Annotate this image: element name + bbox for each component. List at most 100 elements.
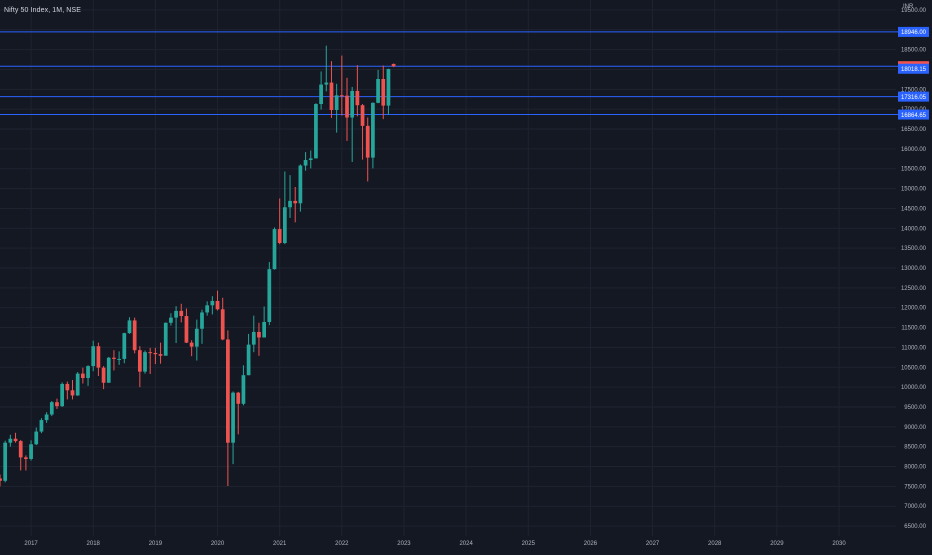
candle <box>8 434 13 447</box>
x-tick-label: 2027 <box>646 541 660 547</box>
candle-body <box>174 310 178 318</box>
candle-body <box>267 269 272 322</box>
candle-body <box>117 358 121 360</box>
grid <box>0 0 896 536</box>
candle <box>334 83 339 133</box>
candle <box>49 401 54 417</box>
candle <box>75 372 80 396</box>
candle <box>386 68 391 115</box>
candle-body <box>132 320 137 351</box>
candle-body <box>282 207 287 243</box>
y-tick-label: 6500.00 <box>904 524 926 530</box>
candle-body <box>371 102 375 158</box>
x-tick-label: 2021 <box>273 541 287 547</box>
candle-body <box>324 82 329 85</box>
level-price-label-bg <box>898 63 929 74</box>
x-tick-label: 2028 <box>708 541 722 547</box>
candle <box>293 187 298 223</box>
candle <box>220 297 225 341</box>
candle-body <box>101 367 106 383</box>
y-tick-label: 8500.00 <box>904 445 926 451</box>
y-tick-label: 16000.00 <box>901 147 927 153</box>
candle-body <box>49 402 54 415</box>
candle-body <box>70 390 75 396</box>
candle-body <box>55 402 59 407</box>
y-tick-label: 12000.00 <box>901 306 927 312</box>
candle-body <box>18 441 23 458</box>
candle-body <box>8 438 13 443</box>
candle-body <box>0 478 2 481</box>
candle-body <box>319 84 323 105</box>
x-tick-label: 2026 <box>584 541 598 547</box>
y-tick-label: 14500.00 <box>901 206 927 212</box>
candle <box>272 227 277 270</box>
candle-body <box>137 350 142 372</box>
x-tick-label: 2018 <box>87 541 101 547</box>
candle-body <box>86 366 90 378</box>
candle-body <box>143 352 147 372</box>
candle-body <box>231 392 235 443</box>
time-axis[interactable]: 2017 2018 2019 2020 2021 2022 2023 2024 2025 2026… <box>24 541 846 547</box>
candle <box>381 65 386 120</box>
candle <box>391 63 396 68</box>
candle <box>34 427 39 446</box>
candle <box>0 474 2 487</box>
candle-body <box>262 321 267 338</box>
candle <box>65 381 70 400</box>
x-tick-label: 2022 <box>335 541 349 547</box>
candle <box>24 455 28 471</box>
candle <box>127 317 132 334</box>
candle-body <box>24 457 28 459</box>
candle-body <box>272 229 277 270</box>
candle-body <box>381 79 386 106</box>
hline-price-label-bg <box>898 26 929 37</box>
candle <box>226 330 230 486</box>
y-tick-label: 13500.00 <box>901 246 927 252</box>
candle <box>231 391 235 465</box>
hline-price-label-bg <box>898 91 929 102</box>
candle-body <box>44 414 49 421</box>
candle-body <box>189 342 194 347</box>
candle-body <box>277 229 282 243</box>
candle-body <box>179 310 184 317</box>
candle <box>282 171 287 245</box>
candle <box>174 306 178 344</box>
candle <box>215 290 220 311</box>
candle <box>143 350 147 374</box>
x-tick-label: 2024 <box>459 541 473 547</box>
y-tick-label: 8000.00 <box>904 465 926 471</box>
candle <box>365 117 370 182</box>
candle-body <box>251 331 256 345</box>
candle-body <box>39 420 44 432</box>
candle <box>29 440 33 461</box>
y-tick-label: 9500.00 <box>904 405 926 411</box>
candle <box>122 332 127 364</box>
hline-price-label: 18946.00 <box>901 30 927 36</box>
candle-body <box>205 305 210 313</box>
y-tick-label: 13000.00 <box>901 266 927 272</box>
candle <box>329 61 334 118</box>
candle-body <box>329 82 334 110</box>
candle-body <box>355 90 360 106</box>
x-tick-label: 2025 <box>522 541 536 547</box>
candle-body <box>246 344 251 376</box>
candle-body <box>339 95 344 97</box>
price-axis[interactable]: 6500.00 7000.00 7500.00 8000.00 8500.00 9000.… <box>901 8 927 530</box>
candle <box>314 103 318 159</box>
candle <box>60 382 65 407</box>
candle-body <box>391 63 396 67</box>
candle <box>96 342 101 376</box>
candle <box>345 77 349 141</box>
candle <box>319 71 323 110</box>
symbol-title: Nifty 50 Index, 1M, NSE <box>4 7 81 14</box>
candle <box>200 309 204 344</box>
candle-body <box>169 317 173 323</box>
candle <box>350 86 355 162</box>
candle-body <box>345 95 349 118</box>
horizontal-lines[interactable] <box>0 31 898 116</box>
candle-body <box>308 158 313 161</box>
candle-body <box>112 357 116 359</box>
candle <box>3 440 8 483</box>
